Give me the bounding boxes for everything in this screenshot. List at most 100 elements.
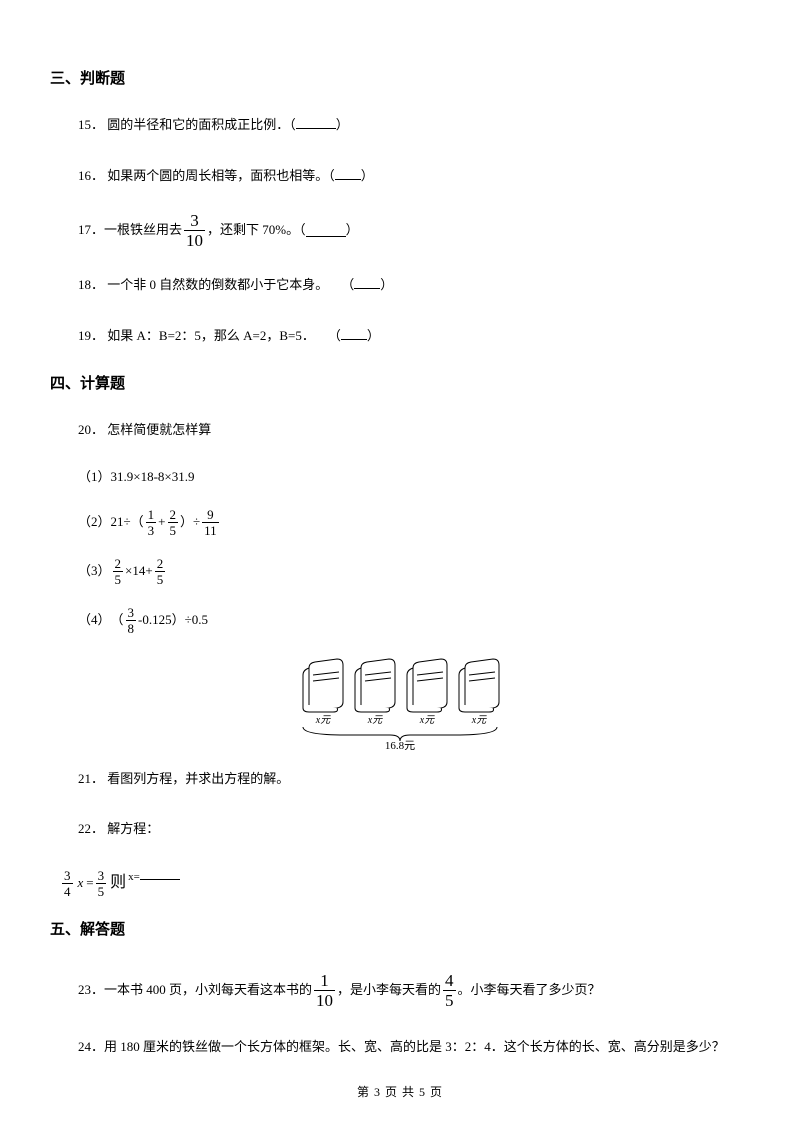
frac-num: 3 bbox=[188, 212, 201, 230]
frac-den: 5 bbox=[168, 522, 179, 537]
fraction-3-4: 34 bbox=[62, 869, 73, 898]
blank bbox=[341, 327, 367, 340]
q-text: 看图列方程，并求出方程的解。 bbox=[107, 771, 289, 786]
q-text: 如果两个圆的周长相等，面积也相等。（ bbox=[107, 168, 335, 183]
blank bbox=[354, 276, 380, 289]
sub-label: （1） bbox=[78, 469, 111, 484]
q-text: 怎样简便就怎样算 bbox=[107, 422, 211, 437]
section-4-heading: 四、计算题 bbox=[50, 372, 750, 396]
frac-den: 5 bbox=[113, 571, 124, 586]
q-num: 16． bbox=[78, 168, 104, 183]
paren-close: ） bbox=[336, 117, 349, 132]
plus: + bbox=[158, 512, 165, 533]
q-num: 24． bbox=[78, 1039, 104, 1054]
sub-expr: 31.9×18-8×31.9 bbox=[111, 469, 195, 484]
q-text: 如果 A：B=2：5，那么 A=2，B=5． （ bbox=[107, 328, 341, 343]
paren-close: ） bbox=[380, 277, 393, 292]
q-mid: ，是小李每天看的 bbox=[337, 976, 441, 1005]
books-illustration: x元 x元 x元 x元 16.8元 bbox=[285, 655, 515, 750]
q24: 24．用 180 厘米的铁丝做一个长方体的框架。长、宽、高的比是 3：2：4．这… bbox=[78, 1031, 750, 1062]
q21: 21． 看图列方程，并求出方程的解。 bbox=[78, 765, 750, 794]
frac-den: 10 bbox=[184, 230, 205, 249]
frac-num: 1 bbox=[318, 972, 331, 990]
q-tail: 。小李每天看了多少页？ bbox=[458, 976, 601, 1005]
frac-den: 5 bbox=[443, 990, 456, 1009]
section-3-heading: 三、判断题 bbox=[50, 67, 750, 91]
q23: 23． 一本书 400 页，小刘每天看这本书的 110 ，是小李每天看的 45 … bbox=[78, 972, 750, 1009]
q-num: 18． bbox=[78, 277, 104, 292]
q20b: （2） 21÷（ 13 + 25 ）÷ 911 bbox=[78, 508, 750, 537]
fraction-2-5: 25 bbox=[168, 508, 179, 537]
q22: 22． 解方程： bbox=[78, 815, 750, 844]
book-label-4: x元 bbox=[471, 715, 487, 726]
q-mid: ，还剩下 70%。（ bbox=[207, 216, 306, 245]
q-num: 20． bbox=[78, 422, 104, 437]
frac-num: 2 bbox=[168, 508, 179, 522]
q21-figure: x元 x元 x元 x元 16.8元 bbox=[50, 655, 750, 757]
q19: 19． 如果 A：B=2：5，那么 A=2，B=5． （ ） bbox=[78, 322, 750, 351]
frac-num: 2 bbox=[113, 557, 124, 571]
frac-den: 11 bbox=[202, 522, 219, 537]
x-equals: x= bbox=[128, 871, 140, 883]
blank bbox=[335, 167, 361, 180]
frac-den: 4 bbox=[62, 883, 73, 898]
book-label-3: x元 bbox=[419, 715, 435, 726]
pre: （ bbox=[111, 610, 124, 631]
sub-label: （3） bbox=[78, 561, 111, 582]
q-num: 19． bbox=[78, 328, 104, 343]
paren-close: ） bbox=[367, 328, 380, 343]
frac-den: 5 bbox=[155, 571, 166, 586]
book-label-1: x元 bbox=[315, 715, 331, 726]
q-text: 圆的半径和它的面积成正比例．（ bbox=[107, 117, 296, 132]
q16: 16． 如果两个圆的周长相等，面积也相等。（ ） bbox=[78, 162, 750, 191]
q-num: 17． bbox=[78, 216, 104, 245]
var-x: x bbox=[78, 873, 84, 894]
frac-den: 5 bbox=[96, 883, 107, 898]
fraction-1-10: 110 bbox=[314, 972, 335, 1009]
q22-eqn: 34 x = 35 则 x= bbox=[60, 866, 750, 898]
fraction-1-3: 13 bbox=[146, 508, 157, 537]
equals: = bbox=[86, 873, 93, 894]
frac-num: 2 bbox=[155, 557, 166, 571]
frac-den: 8 bbox=[126, 620, 137, 635]
q-num: 15． bbox=[78, 117, 104, 132]
mid: ）÷ bbox=[180, 512, 200, 533]
sub-label: （4） bbox=[78, 610, 111, 631]
frac-num: 9 bbox=[205, 508, 216, 522]
fraction-3-8: 38 bbox=[126, 606, 137, 635]
fraction-2-5: 25 bbox=[155, 557, 166, 586]
q20a: （1）31.9×18-8×31.9 bbox=[78, 467, 750, 488]
q-num: 23． bbox=[78, 976, 104, 1005]
q-text: 用 180 厘米的铁丝做一个长方体的框架。长、宽、高的比是 3：2：4．这个长方… bbox=[104, 1039, 725, 1054]
q-pre: 一根铁丝用去 bbox=[104, 216, 182, 245]
ze-char: 则 bbox=[110, 870, 126, 896]
frac-num: 3 bbox=[96, 869, 107, 883]
q-pre: 一本书 400 页，小刘每天看这本书的 bbox=[104, 976, 312, 1005]
q20d: （4） （ 38 -0.125）÷0.5 bbox=[78, 606, 750, 635]
paren-close: ） bbox=[361, 168, 374, 183]
frac-num: 1 bbox=[146, 508, 157, 522]
fraction-9-11: 911 bbox=[202, 508, 219, 537]
q-text: 解方程： bbox=[107, 821, 159, 836]
book-label-2: x元 bbox=[367, 715, 383, 726]
blank bbox=[140, 867, 180, 880]
mid: -0.125）÷0.5 bbox=[138, 610, 208, 631]
sub-label: （2） bbox=[78, 512, 111, 533]
page-footer: 第 3 页 共 5 页 bbox=[0, 1083, 800, 1102]
fraction-3-5: 35 bbox=[96, 869, 107, 898]
q20: 20． 怎样简便就怎样算 bbox=[78, 416, 750, 445]
fraction-4-5: 45 bbox=[443, 972, 456, 1009]
frac-num: 3 bbox=[126, 606, 137, 620]
mid: ×14+ bbox=[125, 561, 153, 582]
section-5-heading: 五、解答题 bbox=[50, 918, 750, 942]
q17: 17． 一根铁丝用去 3 10 ，还剩下 70%。（） bbox=[78, 212, 750, 249]
pre: 21÷（ bbox=[111, 512, 144, 533]
q-text: 一个非 0 自然数的倒数都小于它本身。 （ bbox=[107, 277, 354, 292]
q18: 18． 一个非 0 自然数的倒数都小于它本身。 （ ） bbox=[78, 271, 750, 300]
blank bbox=[296, 116, 336, 129]
frac-den: 3 bbox=[146, 522, 157, 537]
fraction-2-5: 25 bbox=[113, 557, 124, 586]
blank bbox=[306, 224, 346, 237]
fraction-3-10: 3 10 bbox=[184, 212, 205, 249]
q20c: （3） 25 ×14+ 25 bbox=[78, 557, 750, 586]
